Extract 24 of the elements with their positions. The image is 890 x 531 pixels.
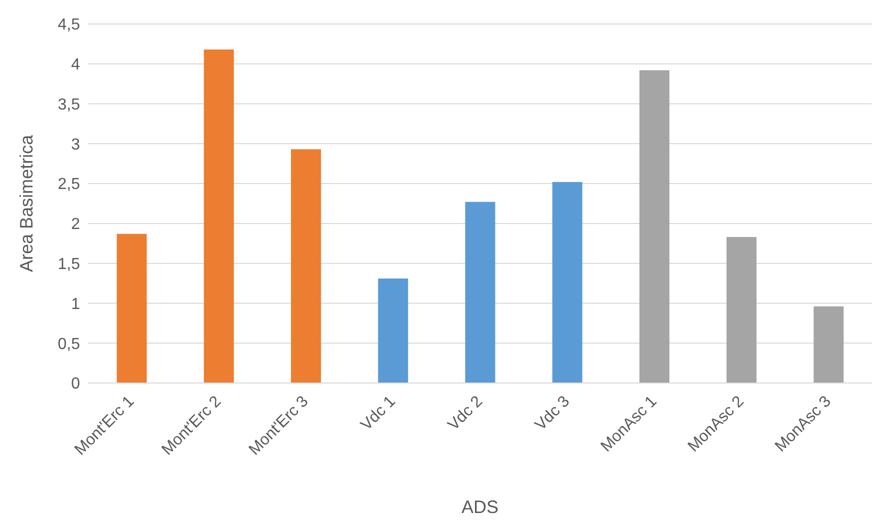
- bar: [116, 234, 147, 383]
- y-tick-label: 3: [71, 136, 80, 154]
- x-tick-label: Vdc 1: [358, 392, 399, 434]
- bar: [378, 278, 408, 383]
- y-tick-label: 1,5: [58, 256, 80, 274]
- x-tick-label: Vdc 2: [445, 392, 486, 434]
- y-tick-label: 2: [71, 216, 80, 234]
- x-axis-title: ADS: [461, 497, 499, 517]
- y-tick-label: 0,5: [58, 336, 80, 353]
- bar: [552, 182, 582, 383]
- y-tick-label: 0: [71, 376, 80, 393]
- bar: [290, 149, 321, 383]
- x-tick-label: Vdc 3: [532, 392, 574, 434]
- y-axis-title: Area Basimetrica: [16, 134, 36, 272]
- y-tick-label: 1: [71, 296, 80, 313]
- y-tick-label: 4: [71, 56, 80, 74]
- bar: [204, 50, 234, 383]
- y-tick-label: 4,5: [58, 16, 80, 34]
- y-tick-label: 2,5: [58, 176, 80, 194]
- bar: [814, 306, 844, 383]
- bar: [639, 70, 670, 383]
- bar: [726, 237, 757, 383]
- y-tick-label: 3,5: [58, 96, 80, 114]
- bar: [465, 202, 496, 383]
